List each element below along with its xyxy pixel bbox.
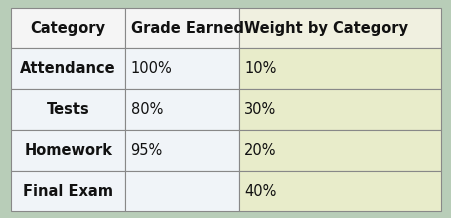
Text: Attendance: Attendance — [20, 61, 116, 76]
Text: 80%: 80% — [130, 102, 162, 117]
Bar — [11, 48, 125, 89]
Bar — [125, 130, 238, 171]
Text: 100%: 100% — [130, 61, 172, 76]
Bar — [125, 8, 238, 48]
Text: 20%: 20% — [244, 143, 276, 158]
Text: Weight by Category: Weight by Category — [244, 20, 407, 36]
Bar — [125, 48, 238, 89]
Text: Tests: Tests — [47, 102, 89, 117]
Bar — [125, 171, 238, 211]
Bar — [11, 89, 125, 130]
Bar — [238, 48, 440, 89]
Text: Final Exam: Final Exam — [23, 184, 113, 199]
Text: 40%: 40% — [244, 184, 276, 199]
Bar — [11, 130, 125, 171]
Bar — [238, 171, 440, 211]
Text: 10%: 10% — [244, 61, 276, 76]
Bar — [11, 171, 125, 211]
Bar — [11, 8, 125, 48]
Text: Homework: Homework — [24, 143, 112, 158]
Bar — [238, 130, 440, 171]
Bar — [125, 89, 238, 130]
Text: 30%: 30% — [244, 102, 276, 117]
Text: 95%: 95% — [130, 143, 162, 158]
Bar — [238, 89, 440, 130]
Text: Grade Earned: Grade Earned — [130, 20, 243, 36]
Bar — [238, 8, 440, 48]
Text: Category: Category — [31, 20, 106, 36]
